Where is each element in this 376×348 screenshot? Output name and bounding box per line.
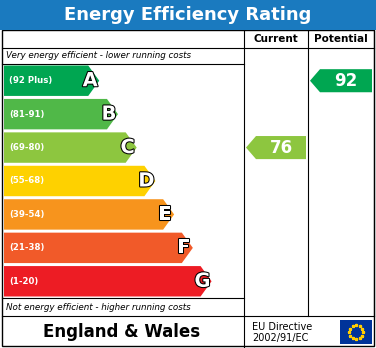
Text: (55-68): (55-68)	[9, 176, 44, 185]
Polygon shape	[4, 233, 193, 263]
Text: (21-38): (21-38)	[9, 243, 44, 252]
Text: 92: 92	[334, 72, 358, 90]
Polygon shape	[4, 132, 137, 163]
Polygon shape	[4, 99, 118, 129]
Text: G: G	[194, 272, 211, 291]
Bar	[0, 0, 376, 30]
Text: Not energy efficient - higher running costs: Not energy efficient - higher running co…	[6, 302, 191, 311]
Bar	[340, 320, 372, 344]
Text: 2002/91/EC: 2002/91/EC	[252, 333, 308, 343]
Text: B: B	[102, 105, 116, 124]
Text: 76: 76	[270, 139, 293, 157]
Polygon shape	[310, 69, 372, 92]
Text: Potential: Potential	[314, 34, 368, 44]
Text: Energy Efficiency Rating: Energy Efficiency Rating	[64, 6, 312, 24]
Text: England & Wales: England & Wales	[44, 323, 200, 341]
Text: (69-80): (69-80)	[9, 143, 44, 152]
Text: Very energy efficient - lower running costs: Very energy efficient - lower running co…	[6, 52, 191, 61]
Polygon shape	[4, 65, 99, 96]
Polygon shape	[4, 199, 174, 230]
Text: (39-54): (39-54)	[9, 210, 44, 219]
Text: E: E	[159, 205, 172, 224]
Text: EU Directive: EU Directive	[252, 322, 312, 332]
Text: C: C	[120, 138, 135, 157]
Polygon shape	[4, 266, 212, 296]
Text: A: A	[83, 71, 98, 90]
Text: F: F	[177, 238, 191, 258]
Text: (92 Plus): (92 Plus)	[9, 76, 52, 85]
Polygon shape	[4, 166, 155, 196]
Text: D: D	[138, 172, 155, 190]
Text: Current: Current	[254, 34, 299, 44]
Text: (1-20): (1-20)	[9, 277, 38, 286]
Text: (81-91): (81-91)	[9, 110, 44, 119]
Polygon shape	[246, 136, 306, 159]
